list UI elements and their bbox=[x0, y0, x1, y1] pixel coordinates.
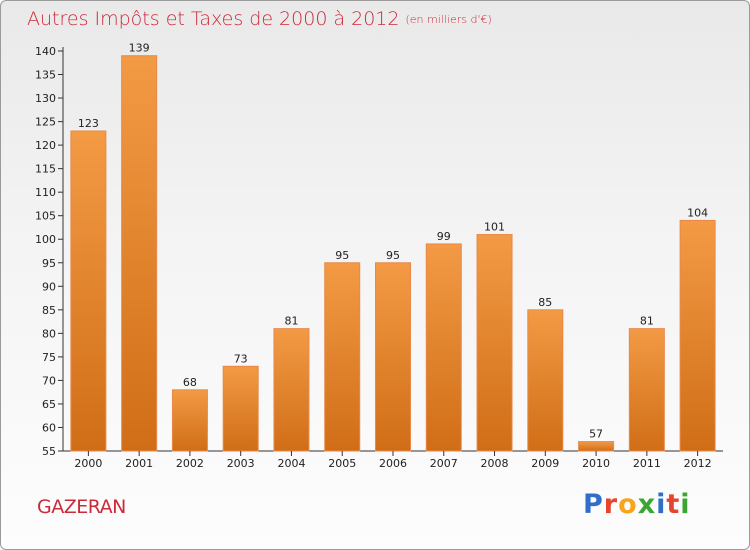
bar-value-label: 139 bbox=[129, 42, 150, 55]
bar-value-label: 123 bbox=[78, 117, 99, 130]
bar bbox=[171, 389, 208, 452]
bar bbox=[527, 309, 564, 452]
x-tick-label: 2002 bbox=[176, 457, 204, 470]
logo-letter: o bbox=[618, 489, 638, 520]
y-tick-label: 140 bbox=[35, 45, 56, 58]
x-tick-label: 2011 bbox=[633, 457, 661, 470]
bar bbox=[222, 365, 259, 452]
y-tick-label: 135 bbox=[35, 69, 56, 82]
logo-letter: i bbox=[680, 489, 691, 520]
bar bbox=[70, 130, 107, 452]
x-tick-label: 2003 bbox=[227, 457, 255, 470]
x-tick-label: 2005 bbox=[328, 457, 356, 470]
logo-letter: i bbox=[656, 489, 667, 520]
bar-value-label: 81 bbox=[284, 315, 298, 328]
x-tick-label: 2001 bbox=[125, 457, 153, 470]
y-tick-label: 95 bbox=[42, 257, 56, 270]
y-tick-label: 120 bbox=[35, 139, 56, 152]
y-tick-label: 125 bbox=[35, 116, 56, 129]
y-tick-label: 65 bbox=[42, 398, 56, 411]
y-tick-label: 105 bbox=[35, 210, 56, 223]
bar-value-label: 81 bbox=[640, 315, 654, 328]
bar bbox=[476, 234, 513, 452]
chart-title-unit: (en milliers d'€) bbox=[405, 13, 492, 26]
y-tick-label: 100 bbox=[35, 233, 56, 246]
logo-letter: x bbox=[637, 489, 657, 520]
x-tick-label: 2004 bbox=[277, 457, 305, 470]
bar-value-label: 85 bbox=[538, 296, 552, 309]
bar-value-label: 68 bbox=[183, 376, 197, 389]
x-tick-label: 2008 bbox=[481, 457, 509, 470]
bar-value-label: 95 bbox=[386, 249, 400, 262]
bar-value-label: 73 bbox=[234, 352, 248, 365]
y-tick-label: 80 bbox=[42, 327, 56, 340]
bar bbox=[578, 441, 615, 452]
x-tick-label: 2006 bbox=[379, 457, 407, 470]
y-tick-label: 85 bbox=[42, 304, 56, 317]
bar bbox=[375, 262, 411, 452]
x-tick-label: 2009 bbox=[531, 457, 559, 470]
bar-value-label: 104 bbox=[687, 206, 708, 219]
bar-value-label: 57 bbox=[589, 428, 603, 441]
bar bbox=[628, 328, 665, 452]
bar-value-label: 101 bbox=[484, 221, 505, 234]
chart-title: Autres Impôts et Taxes de 2000 à 2012 (en… bbox=[27, 8, 492, 30]
y-tick-label: 115 bbox=[35, 163, 56, 176]
y-tick-label: 130 bbox=[35, 92, 56, 105]
y-tick-label: 60 bbox=[42, 421, 56, 434]
bar bbox=[425, 243, 462, 452]
chart-title-main: Autres Impôts et Taxes de 2000 à 2012 bbox=[27, 8, 400, 30]
x-tick-label: 2000 bbox=[74, 457, 102, 470]
y-tick-label: 110 bbox=[35, 186, 56, 199]
y-tick-label: 75 bbox=[42, 351, 56, 364]
logo-letter: P bbox=[583, 489, 604, 520]
bar bbox=[324, 262, 361, 452]
commune-name: GAZERAN bbox=[37, 496, 126, 518]
bar-value-label: 95 bbox=[335, 249, 349, 262]
proxiti-logo: Proxiti bbox=[583, 489, 691, 520]
bar bbox=[679, 219, 716, 452]
bar bbox=[121, 55, 158, 452]
logo-letter: t bbox=[666, 489, 681, 520]
y-tick-label: 90 bbox=[42, 280, 56, 293]
y-tick-label: 70 bbox=[42, 374, 56, 387]
logo-letter: r bbox=[603, 489, 619, 520]
bar-value-label: 99 bbox=[437, 230, 451, 243]
x-tick-label: 2010 bbox=[582, 457, 610, 470]
y-tick-label: 55 bbox=[42, 445, 56, 458]
x-tick-label: 2012 bbox=[684, 457, 712, 470]
bar bbox=[273, 328, 310, 452]
x-tick-label: 2007 bbox=[430, 457, 458, 470]
